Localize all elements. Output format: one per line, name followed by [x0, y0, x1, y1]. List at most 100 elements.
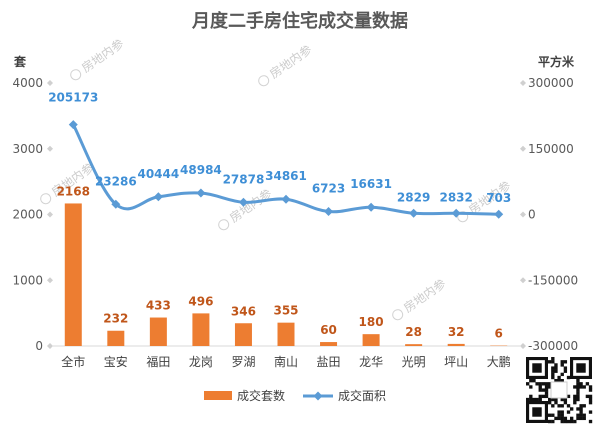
qr-module [542, 388, 545, 391]
legend: 成交套数 成交面积 [204, 388, 386, 403]
watermark: 房地内参 [389, 275, 448, 323]
line-point-marker [324, 207, 333, 216]
category-label: 全市 [61, 354, 85, 369]
bar-value-label: 6 [495, 327, 503, 341]
qr-module [551, 414, 554, 417]
qr-module [576, 392, 579, 395]
bar-value-label: 2168 [57, 184, 90, 198]
qr-module [570, 407, 573, 410]
left-axis-unit-label: 套 [13, 54, 27, 69]
qr-finder [532, 407, 541, 416]
watermark: 房地内参 [215, 185, 274, 233]
qr-module [567, 404, 570, 407]
qr-module [589, 410, 592, 413]
qr-module [573, 398, 576, 401]
category-label: 坪山 [444, 355, 468, 369]
qr-module [532, 379, 535, 382]
watermark-icon [217, 218, 231, 232]
category-label: 盐田 [317, 355, 341, 369]
left-axis-tick-label: 2000 [12, 208, 43, 222]
bar-value-label: 232 [103, 312, 128, 326]
qr-module [576, 395, 579, 398]
watermark-text: 房地内参 [78, 35, 126, 75]
bar [448, 344, 465, 346]
line-value-label: 2829 [397, 190, 430, 204]
qr-module [548, 420, 551, 423]
qr-module [554, 417, 557, 420]
qr-module [564, 420, 567, 423]
left-axis-tick-marker [47, 146, 53, 152]
category-labels: 全市宝安福田龙岗罗湖南山盐田龙华光明坪山大鹏 [61, 354, 510, 369]
category-label: 大鹏 [487, 355, 511, 369]
qr-module [526, 398, 529, 401]
qr-module [557, 410, 560, 413]
qr-module [539, 395, 542, 398]
bar-value-label: 180 [359, 315, 384, 329]
left-axis-tick-label: 3000 [12, 142, 43, 156]
legend-label-line: 成交面积 [338, 388, 386, 403]
qr-module [548, 414, 551, 417]
bar-value-label: 496 [188, 294, 213, 308]
line-value-label: 34861 [265, 169, 307, 183]
line-point-marker [409, 209, 418, 218]
right-axis-tick-label: -300000 [528, 339, 578, 353]
legend-label-bar: 成交套数 [237, 388, 285, 403]
qr-module [570, 420, 573, 423]
category-label: 光明 [402, 355, 426, 369]
qr-module [539, 398, 542, 401]
qr-module [576, 379, 579, 382]
qr-module [551, 404, 554, 407]
left-axis-tick-label: 1000 [12, 273, 43, 287]
qr-module [529, 395, 532, 398]
qr-module [573, 395, 576, 398]
qr-module [579, 414, 582, 417]
qr-module [579, 410, 582, 413]
right-axis-tick-marker [520, 146, 526, 152]
category-label: 宝安 [104, 354, 128, 369]
qr-module [564, 370, 567, 373]
left-axis-tick-label: 0 [35, 339, 43, 353]
watermark: 房地内参 [67, 35, 126, 83]
line-value-label: 27878 [223, 172, 265, 186]
qr-module [551, 376, 554, 379]
qr-module [576, 417, 579, 420]
qr-module [589, 385, 592, 388]
line-value-label: 16631 [350, 177, 392, 191]
bar-value-label: 346 [231, 304, 256, 318]
qr-module [557, 404, 560, 407]
qr-module [554, 370, 557, 373]
line-value-label: 40444 [137, 167, 179, 181]
qr-module [557, 417, 560, 420]
qr-module [583, 385, 586, 388]
chart-title: 月度二手房住宅成交量数据 [191, 10, 408, 32]
qr-module [583, 404, 586, 407]
right-axis-tick-label: -150000 [528, 273, 578, 287]
right-axis-tick-label: 0 [528, 208, 536, 222]
qr-module [557, 376, 560, 379]
qr-module [551, 370, 554, 373]
qr-module [561, 420, 564, 423]
qr-module [554, 401, 557, 404]
qr-module [548, 401, 551, 404]
bar [363, 334, 380, 346]
qr-module [576, 414, 579, 417]
line-value-label: 6723 [312, 182, 345, 196]
qr-code-icon [526, 357, 592, 423]
right-axis-tick-label: 150000 [528, 142, 574, 156]
watermark-icon [257, 74, 271, 88]
qr-module [539, 382, 542, 385]
qr-finder [576, 363, 585, 372]
qr-module [573, 401, 576, 404]
qr-module [551, 373, 554, 376]
watermark-text: 房地内参 [266, 41, 314, 81]
qr-module [529, 379, 532, 382]
bar-value-label: 355 [273, 304, 298, 318]
qr-module [554, 366, 557, 369]
bar [107, 331, 124, 346]
qr-module [561, 414, 564, 417]
qr-module [561, 417, 564, 420]
line-point-marker [154, 192, 163, 201]
watermark-icon [39, 192, 53, 206]
